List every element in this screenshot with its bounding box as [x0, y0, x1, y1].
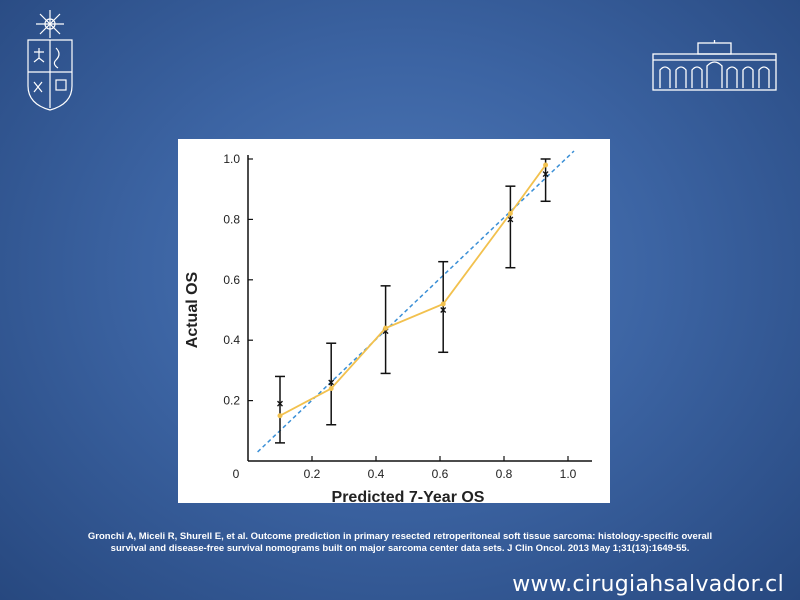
estimate-marker [440, 307, 447, 313]
university-crest-icon [27, 10, 73, 111]
calibration-chart: 0 0.2 0.4 0.6 0.8 1.0 0.2 0.4 0.6 0.8 1.0 Predicted… [178, 139, 610, 503]
x-tick-label: 0.4 [368, 467, 385, 481]
hospital-building-icon [652, 40, 777, 91]
observed-point [440, 301, 446, 307]
observed-point [383, 325, 389, 331]
observed-point [277, 413, 283, 419]
chart-canvas: 0 0.2 0.4 0.6 0.8 1.0 0.2 0.4 0.6 0.8 1.0 Predicted… [184, 150, 592, 503]
y-tick-label: 0.4 [223, 333, 240, 347]
observed-point [507, 210, 513, 216]
x-tick-label: 1.0 [560, 467, 577, 481]
citation-line-2: survival and disease-free survival nomog… [110, 543, 690, 554]
estimate-marker [507, 216, 514, 223]
x-tick-label: 0.6 [432, 467, 449, 481]
citation-line-1: Gronchi A, Miceli R, Shurell E, et al. O… [87, 531, 713, 542]
estimate-marker [328, 379, 335, 386]
x-tick-label: 0.2 [304, 467, 321, 481]
citation: Gronchi A, Miceli R, Shurell E, et al. O… [40, 531, 760, 555]
reference-line [257, 150, 575, 453]
y-tick-label: 0.2 [223, 394, 240, 408]
y-tick-label: 0.6 [223, 273, 240, 287]
y-axis-title: Actual OS [184, 271, 201, 348]
estimate-marker [542, 171, 549, 178]
observed-point [328, 386, 334, 392]
website-url: www.cirugiahsalvador.cl [512, 572, 784, 597]
estimate-marker [277, 400, 283, 407]
y-tick-label: 0.8 [223, 212, 240, 226]
x-tick-label: 0.8 [496, 467, 513, 481]
observed-point [543, 162, 549, 168]
observed-series-line [279, 164, 547, 417]
x-axis-title: Predicted 7-Year OS [332, 489, 485, 503]
x-tick-label: 0 [233, 467, 240, 481]
y-tick-label: 1.0 [223, 152, 240, 166]
